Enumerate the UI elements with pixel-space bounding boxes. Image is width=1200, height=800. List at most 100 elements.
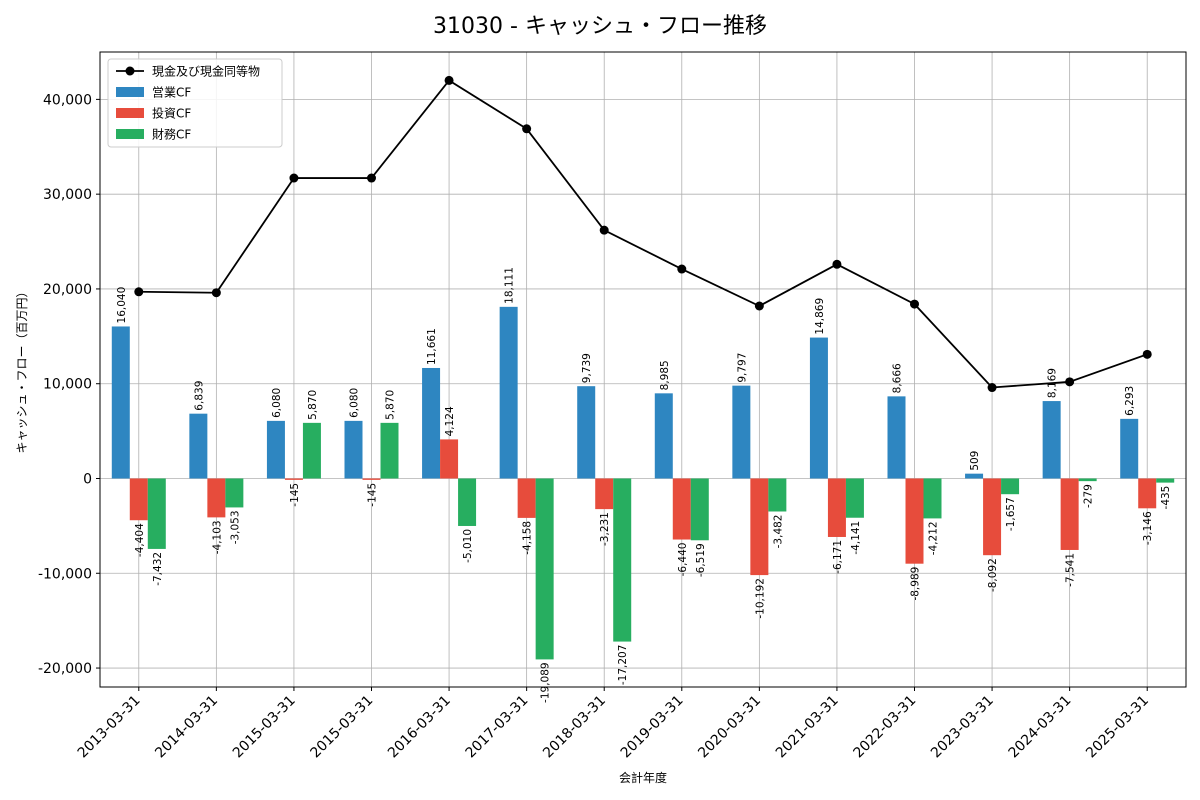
legend-marker [125,66,135,76]
cash-point [987,383,997,393]
legend-swatch [116,87,144,97]
x-tick-label: 2022-03-31 [850,693,919,762]
bar-value-label: 16,040 [116,287,128,324]
cash-point [1142,349,1152,359]
x-tick-label: 2021-03-31 [773,693,842,762]
bar-value-label: 8,666 [892,363,904,393]
bar-value-label: 6,080 [349,388,361,418]
bar-営業CF [344,420,363,479]
cash-point [677,264,687,274]
legend-swatch [116,108,144,118]
y-tick-label: 10,000 [43,377,92,393]
bar-営業CF [189,413,208,479]
bar-財務CF [380,422,399,479]
bar-営業CF [577,386,596,479]
bar-value-label: 509 [969,451,981,471]
bar-label-layer: 16,040 6,839 6,080 6,080 11,661 18,111 9,739 8,… [116,267,1172,703]
bar-財務CF [1156,478,1175,483]
y-tick-label: -10,000 [38,566,92,582]
bar-value-label: 14,869 [814,298,826,335]
cash-point [910,299,919,309]
bar-投資CF [362,478,381,480]
bar-value-label: -19,089 [540,662,552,703]
bar-value-label: 5,870 [385,390,397,420]
bar-layer [111,306,1175,660]
bar-財務CF [923,478,942,519]
bar-投資CF [207,478,226,518]
x-tick-label: 2016-03-31 [385,693,454,762]
bar-投資CF [517,478,536,518]
cash-point [599,225,609,235]
bar-営業CF [1042,401,1061,479]
x-tick-label: 2015-03-31 [230,693,299,762]
grid-layer [100,52,1186,687]
x-tick-label: 2013-03-31 [75,693,144,762]
legend-label: 財務CF [152,127,191,142]
bar-value-label: -435 [1160,486,1172,510]
cash-point [832,259,842,269]
bar-value-label: -7,432 [152,552,164,586]
bar-財務CF [613,478,632,642]
cash-point [1065,377,1075,387]
cash-point [754,301,764,311]
y-tick-label: 40,000 [43,92,92,108]
bar-value-label: -4,404 [134,523,146,557]
plot-frame [99,51,1187,688]
cash-line [138,79,1148,389]
bar-value-label: -7,541 [1065,553,1077,587]
line-layer [134,75,1152,393]
bar-value-label: 11,661 [426,328,438,365]
y-tick-label: -20,000 [38,661,92,677]
legend-swatch [116,129,144,139]
bar-value-label: -3,231 [599,512,611,546]
bar-value-label: -17,207 [617,645,629,686]
bar-財務CF [845,478,864,518]
x-tick-label: 2014-03-31 [152,693,221,762]
bar-value-label: -8,989 [910,567,922,601]
bar-value-label: 6,080 [271,388,283,418]
bar-営業CF [732,385,751,479]
bar-財務CF [690,478,709,541]
y-axis-label: キャッシュ・フロー（百万円） [15,285,29,453]
bar-value-label: 6,839 [193,381,205,411]
bar-value-label: 4,124 [444,406,456,436]
bar-投資CF [827,478,846,537]
x-tick-label: 2019-03-31 [618,693,687,762]
bar-財務CF [1001,478,1020,495]
bar-営業CF [111,326,130,479]
legend-box [107,58,283,148]
bar-財務CF [147,478,166,549]
bar-投資CF [595,478,614,510]
y-tick-label: 20,000 [43,282,92,298]
bar-value-label: -8,092 [987,558,999,592]
x-tick-label: 2017-03-31 [463,693,532,762]
bar-value-label: 8,169 [1047,368,1059,398]
bar-value-label: -145 [289,483,301,507]
bar-財務CF [225,478,244,508]
bar-value-label: 6,293 [1124,386,1136,416]
bar-value-label: 5,870 [307,390,319,420]
bar-財務CF [768,478,787,512]
x-axis-label: 会計年度 [619,770,667,785]
bar-value-label: -6,171 [832,540,844,574]
bar-value-label: -4,141 [850,521,862,555]
bar-value-label: -3,146 [1142,511,1154,545]
y-tick-label: 30,000 [43,187,92,203]
x-tick-label: 2020-03-31 [695,693,764,762]
bar-value-label: -3,482 [772,514,784,548]
bar-財務CF [302,422,321,479]
bar-value-label: 8,985 [659,360,671,390]
bar-営業CF [887,396,906,479]
x-tick-label: 2024-03-31 [1006,693,1075,762]
legend-label: 営業CF [152,86,191,100]
bar-投資CF [1060,478,1079,550]
bar-営業CF [499,306,518,479]
bar-value-label: -3,053 [229,510,241,544]
bar-value-label: -10,192 [754,578,766,619]
chart-title: 31030 - キャッシュ・フロー推移 [433,14,767,39]
bar-投資CF [672,478,691,540]
cash-point [289,173,299,183]
bar-財務CF [535,478,554,660]
